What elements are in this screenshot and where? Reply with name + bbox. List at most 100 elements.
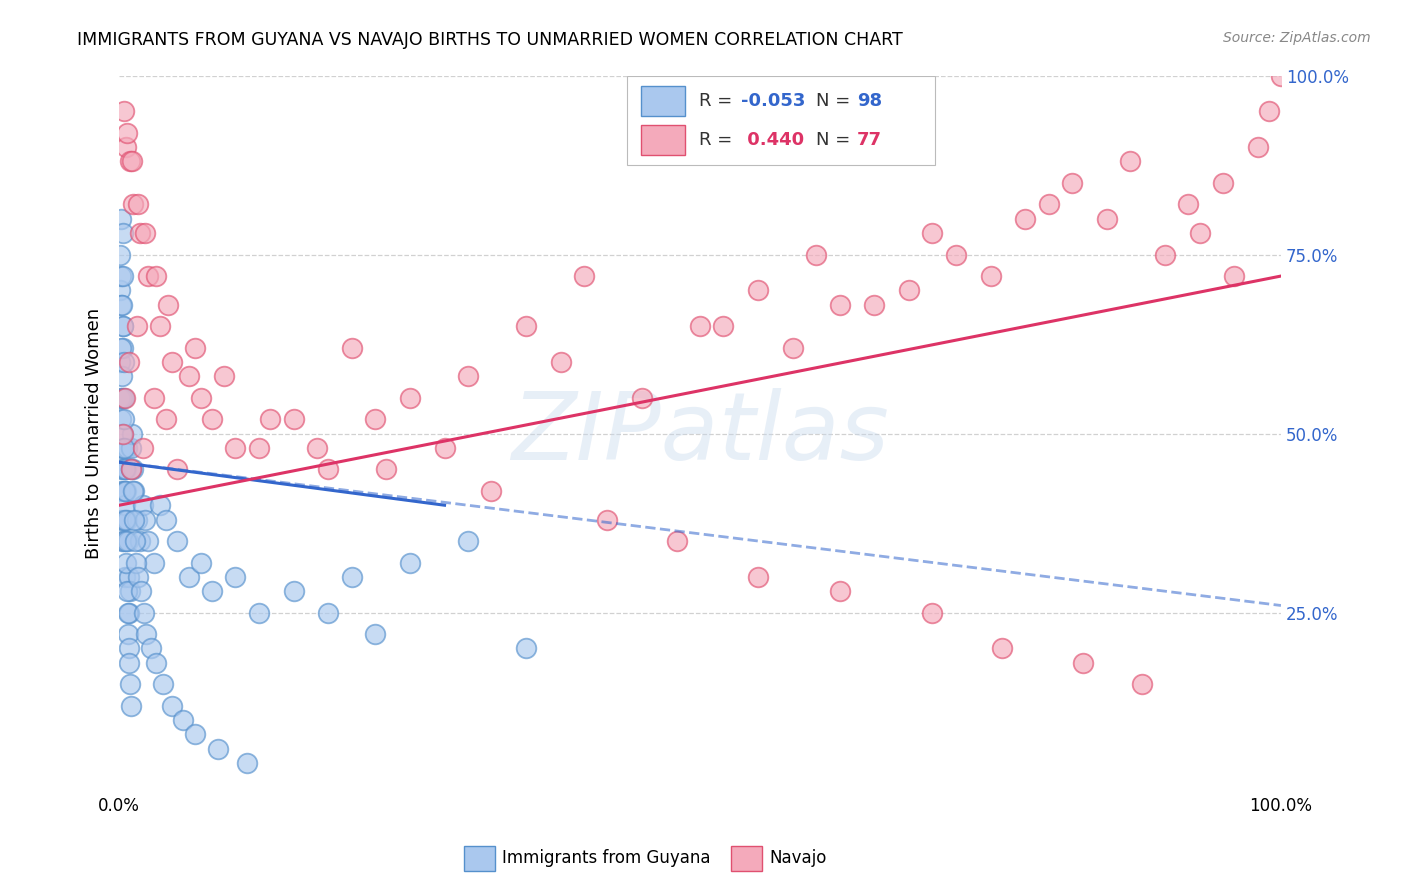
FancyBboxPatch shape — [641, 87, 685, 116]
Point — [115, 483, 138, 498]
Point — [117, 355, 139, 369]
Point — [134, 226, 156, 240]
Point — [155, 412, 177, 426]
Point — [149, 319, 172, 334]
Point — [110, 355, 132, 369]
Point — [122, 197, 145, 211]
Point — [110, 512, 132, 526]
Point — [863, 298, 886, 312]
Point — [318, 462, 340, 476]
Point — [177, 369, 200, 384]
Point — [689, 319, 711, 334]
Y-axis label: Births to Unmarried Women: Births to Unmarried Women — [86, 308, 103, 559]
Point — [115, 140, 138, 154]
Point — [190, 556, 212, 570]
Point — [111, 226, 134, 240]
Point — [224, 441, 246, 455]
Text: 0.440: 0.440 — [741, 131, 804, 149]
Point — [433, 441, 456, 455]
Point — [114, 512, 136, 526]
Point — [114, 570, 136, 584]
Point — [747, 570, 769, 584]
Point — [131, 498, 153, 512]
Point — [127, 570, 149, 584]
Point — [145, 656, 167, 670]
Point — [305, 441, 328, 455]
Point — [201, 584, 224, 599]
Point — [115, 534, 138, 549]
Point — [190, 391, 212, 405]
Point — [136, 268, 159, 283]
Point — [118, 656, 141, 670]
Point — [131, 441, 153, 455]
Point — [283, 584, 305, 599]
Point — [112, 441, 135, 455]
Point — [115, 584, 138, 599]
Point — [145, 268, 167, 283]
Point — [112, 104, 135, 119]
Point — [108, 391, 131, 405]
Point — [118, 641, 141, 656]
Point — [224, 570, 246, 584]
Point — [184, 341, 207, 355]
Point — [631, 391, 654, 405]
Point — [117, 534, 139, 549]
Point — [991, 641, 1014, 656]
Point — [1038, 197, 1060, 211]
Point — [184, 727, 207, 741]
Point — [364, 412, 387, 426]
Point — [108, 284, 131, 298]
Point — [155, 512, 177, 526]
Point — [457, 534, 479, 549]
Point — [1014, 211, 1036, 226]
Point — [110, 412, 132, 426]
Point — [398, 556, 420, 570]
Point — [1130, 677, 1153, 691]
Point — [110, 268, 132, 283]
Point — [1270, 69, 1292, 83]
Point — [131, 584, 153, 599]
Point — [112, 391, 135, 405]
Point — [247, 441, 270, 455]
Point — [149, 498, 172, 512]
Point — [550, 355, 572, 369]
Text: ZIPatlas: ZIPatlas — [512, 388, 889, 479]
Point — [364, 627, 387, 641]
Point — [747, 284, 769, 298]
Point — [112, 441, 135, 455]
Point — [111, 341, 134, 355]
Point — [121, 483, 143, 498]
Point — [115, 556, 138, 570]
Point — [110, 298, 132, 312]
Point — [152, 677, 174, 691]
Point — [124, 534, 146, 549]
Point — [120, 441, 142, 455]
Point — [121, 462, 143, 476]
Point — [515, 319, 537, 334]
Point — [111, 298, 134, 312]
Point — [111, 426, 134, 441]
Point — [898, 284, 921, 298]
Point — [177, 570, 200, 584]
Point — [111, 268, 134, 283]
Point — [572, 268, 595, 283]
Point — [125, 319, 148, 334]
Point — [828, 584, 851, 599]
Text: IMMIGRANTS FROM GUYANA VS NAVAJO BIRTHS TO UNMARRIED WOMEN CORRELATION CHART: IMMIGRANTS FROM GUYANA VS NAVAJO BIRTHS … — [77, 31, 903, 49]
Point — [112, 412, 135, 426]
Point — [665, 534, 688, 549]
Point — [121, 426, 143, 441]
Point — [120, 698, 142, 713]
Point — [136, 534, 159, 549]
Text: -0.053: -0.053 — [741, 92, 806, 111]
Point — [121, 154, 143, 169]
Point — [1153, 247, 1175, 261]
Point — [160, 698, 183, 713]
Point — [139, 641, 162, 656]
Text: 77: 77 — [856, 131, 882, 149]
Point — [117, 627, 139, 641]
Point — [122, 512, 145, 526]
Point — [1095, 211, 1118, 226]
Point — [143, 391, 166, 405]
Point — [111, 426, 134, 441]
